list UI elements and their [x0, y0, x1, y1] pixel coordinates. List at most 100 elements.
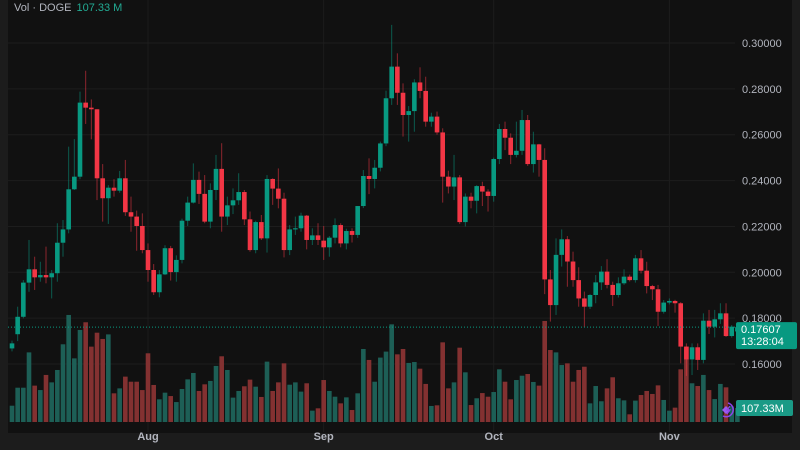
candle-body	[174, 259, 179, 273]
candle-body	[270, 178, 275, 189]
candle-body	[650, 286, 655, 290]
candle-body	[157, 274, 162, 293]
volume-bars	[9, 314, 740, 422]
volume-bar	[185, 379, 190, 422]
volume-bar	[604, 388, 610, 422]
candle-body	[434, 116, 440, 133]
volume-bar	[548, 350, 553, 422]
volume-bar	[94, 332, 100, 422]
candle-body	[502, 128, 508, 138]
candle-body	[701, 320, 706, 360]
candle-body	[264, 178, 270, 239]
candle-body	[21, 282, 26, 317]
candle-body	[106, 187, 111, 199]
candle-body	[202, 193, 207, 222]
volume-bar	[542, 320, 547, 422]
candle-body	[293, 228, 298, 230]
volume-bar	[553, 352, 559, 422]
volume-bar	[276, 382, 281, 422]
candle-body	[672, 300, 678, 304]
volume-bar	[361, 348, 366, 422]
candle-body	[451, 177, 457, 187]
volume-bar	[378, 357, 383, 422]
volume-bar	[117, 388, 122, 422]
volume-bar	[196, 390, 202, 422]
volume-bar	[15, 387, 20, 422]
price-tick-label: 0.16000	[742, 359, 782, 371]
candle-body	[94, 109, 100, 179]
grid	[8, 0, 735, 432]
volume-bar	[128, 381, 134, 422]
volume-bar	[661, 399, 667, 422]
candle-body	[151, 270, 156, 293]
volume-bar	[230, 397, 236, 422]
volume-bar	[9, 405, 15, 422]
month-tick-label: Aug	[137, 431, 158, 443]
candle-body	[327, 237, 332, 248]
candle-body	[378, 143, 383, 168]
candle-body	[684, 346, 689, 360]
bar-countdown: 13:28:04	[741, 336, 784, 348]
candle-body	[383, 98, 389, 144]
volume-label-value: 107.33M	[741, 403, 784, 415]
volume-bar	[213, 365, 219, 422]
candle-body	[196, 179, 202, 194]
volume-bar	[621, 400, 627, 422]
volume-bar	[650, 393, 655, 422]
volume-bar	[644, 390, 650, 422]
candle-body	[15, 316, 20, 335]
purple-lightning-logo-icon[interactable]	[722, 402, 734, 418]
volume-bar	[321, 380, 326, 422]
candle-body	[168, 248, 173, 273]
candle-body	[536, 144, 542, 160]
volume-legend: Vol · DOGE 107.33 M	[14, 2, 122, 14]
candle-body	[468, 196, 474, 201]
volume-bar	[298, 391, 304, 422]
time-axis[interactable]: Aug Sep Oct Nov	[137, 431, 680, 443]
volume-bar	[162, 392, 168, 422]
volume-bar	[684, 346, 689, 422]
candle-body	[89, 107, 94, 110]
candle-body	[128, 212, 134, 217]
volume-bar	[253, 386, 258, 422]
candle-body	[72, 176, 77, 190]
right-scrollbar[interactable]	[792, 0, 800, 450]
price-axis[interactable]: 0.30000 0.28000 0.26000 0.24000 0.22000 0.200…	[742, 38, 782, 371]
candle-body	[718, 313, 723, 320]
volume-label-box	[736, 400, 793, 416]
volume-bar	[565, 363, 570, 422]
candle-body	[587, 295, 593, 307]
volume-bar	[21, 387, 26, 422]
volume-bar	[389, 324, 394, 422]
volume-bar	[440, 342, 445, 422]
volume-bar	[372, 381, 377, 422]
candles	[9, 24, 740, 376]
candle-body	[627, 276, 633, 281]
volume-bar	[191, 372, 196, 422]
candle-body	[610, 284, 616, 296]
candle-body	[208, 189, 213, 222]
candle-body	[162, 248, 168, 275]
candle-body	[655, 289, 661, 312]
candle-body	[548, 279, 553, 306]
volume-bar	[434, 405, 440, 422]
volume-bar	[208, 380, 213, 422]
candle-body	[706, 320, 712, 327]
volume-bar	[672, 407, 678, 422]
volume-bar	[168, 396, 173, 422]
candle-body	[644, 270, 650, 287]
volume-bar	[236, 390, 241, 422]
volume-bar	[678, 369, 684, 422]
price-tick-label: 0.26000	[742, 130, 782, 142]
candle-body	[440, 132, 445, 177]
volume-bar	[77, 329, 83, 422]
candle-body	[689, 347, 695, 360]
volume-bar	[106, 334, 111, 422]
candle-body	[559, 239, 564, 255]
candle-body	[259, 222, 264, 239]
candle-body	[661, 302, 667, 312]
volume-bar	[327, 390, 332, 422]
candle-body	[338, 225, 343, 244]
